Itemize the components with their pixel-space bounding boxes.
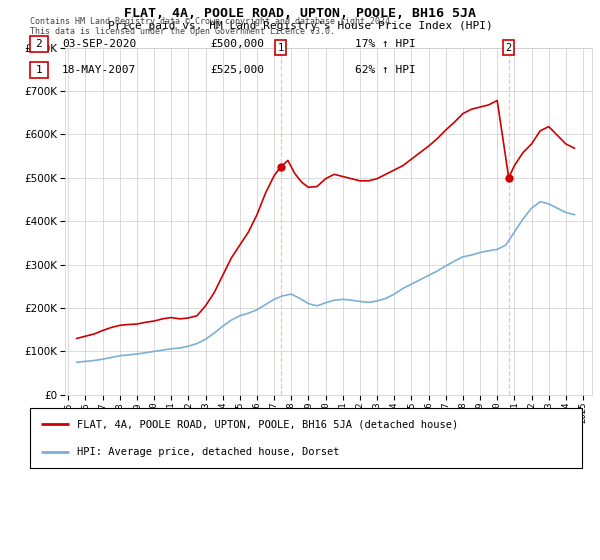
Text: £525,000: £525,000 (210, 65, 264, 75)
Text: Contains HM Land Registry data © Crown copyright and database right 2024.
This d: Contains HM Land Registry data © Crown c… (30, 17, 395, 36)
Text: 2: 2 (35, 39, 43, 49)
Text: 62% ↑ HPI: 62% ↑ HPI (355, 65, 416, 75)
Text: Price paid vs. HM Land Registry's House Price Index (HPI): Price paid vs. HM Land Registry's House … (107, 21, 493, 31)
FancyBboxPatch shape (30, 408, 582, 468)
Text: 2: 2 (506, 43, 512, 53)
FancyBboxPatch shape (30, 62, 48, 78)
Text: 1: 1 (278, 43, 284, 53)
FancyBboxPatch shape (30, 36, 48, 52)
Text: 17% ↑ HPI: 17% ↑ HPI (355, 39, 416, 49)
Text: HPI: Average price, detached house, Dorset: HPI: Average price, detached house, Dors… (77, 447, 340, 457)
Text: 03-SEP-2020: 03-SEP-2020 (62, 39, 136, 49)
Text: FLAT, 4A, POOLE ROAD, UPTON, POOLE, BH16 5JA (detached house): FLAT, 4A, POOLE ROAD, UPTON, POOLE, BH16… (77, 419, 458, 429)
Text: £500,000: £500,000 (210, 39, 264, 49)
Text: FLAT, 4A, POOLE ROAD, UPTON, POOLE, BH16 5JA: FLAT, 4A, POOLE ROAD, UPTON, POOLE, BH16… (124, 7, 476, 20)
Text: 1: 1 (35, 65, 43, 75)
Text: 18-MAY-2007: 18-MAY-2007 (62, 65, 136, 75)
